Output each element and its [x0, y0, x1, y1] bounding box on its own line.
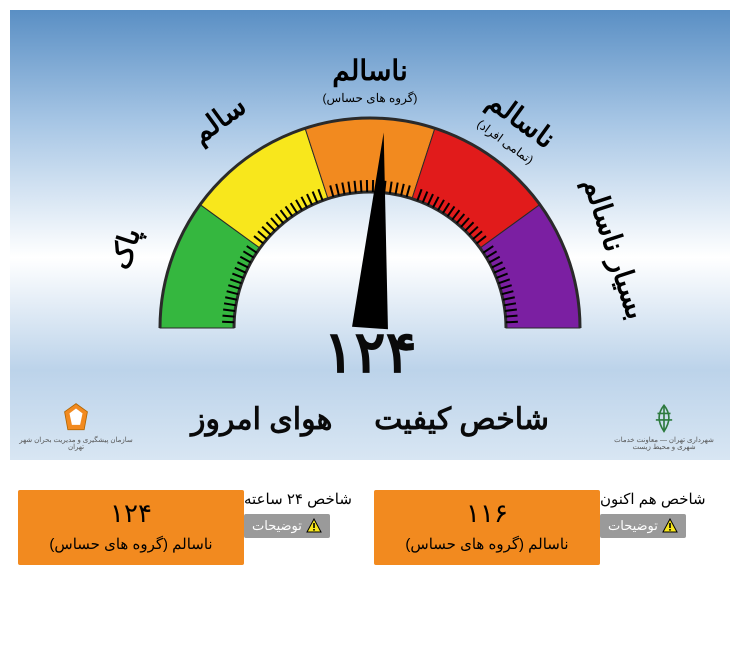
org-logo-left: سازمان پیشگیری و مدیریت بحران شهر تهران [16, 402, 136, 452]
title-left: هوای امروز [191, 403, 332, 436]
segment-label: پاک [104, 224, 147, 273]
bottom-row: شاخص هم اکنون توضیحات ۱۱۶ ناسالم (گروه ه… [10, 490, 730, 565]
org-left-caption: سازمان پیشگیری و مدیریت بحران شهر تهران [16, 437, 136, 452]
now-card: ۱۱۶ ناسالم (گروه های حساس) [374, 490, 600, 565]
aqi-gauge-panel: پاکسالمناسالم(گروه های حساس)ناسالم(تمامی… [10, 10, 730, 460]
aqi-value: ۱۲۴ [323, 318, 416, 386]
segment-label: بسیار ناسالم [576, 174, 653, 324]
day-details-button[interactable]: توضیحات [244, 514, 330, 538]
day-card-body: ۱۲۴ ناسالم (گروه های حساس) [18, 490, 244, 565]
day-status: ناسالم (گروه های حساس) [22, 535, 240, 553]
now-card-body: ۱۱۶ ناسالم (گروه های حساس) [374, 490, 600, 565]
day-card: ۱۲۴ ناسالم (گروه های حساس) [18, 490, 244, 565]
org-right-caption: شهرداری تهران — معاونت خدمات شهری و محیط… [604, 437, 724, 452]
segment-label: ناسالم [332, 55, 407, 88]
segment-label: سالم [186, 90, 253, 151]
gauge-svg-container: پاکسالمناسالم(گروه های حساس)ناسالم(تمامی… [60, 28, 680, 348]
segment-label: ناسالم [481, 85, 561, 156]
now-side: شاخص هم اکنون توضیحات [600, 490, 730, 538]
now-header: شاخص هم اکنون [600, 490, 706, 508]
now-details-button[interactable]: توضیحات [600, 514, 686, 538]
now-details-label: توضیحات [608, 518, 658, 534]
day-value: ۱۲۴ [22, 498, 240, 529]
day-side: شاخص ۲۴ ساعته توضیحات [244, 490, 374, 538]
segment-sublabel: (گروه های حساس) [323, 91, 418, 105]
now-status: ناسالم (گروه های حساس) [378, 535, 596, 553]
title-right: شاخص کیفیت [374, 403, 549, 436]
warning-icon [306, 518, 322, 534]
day-details-label: توضیحات [252, 518, 302, 534]
now-value: ۱۱۶ [378, 498, 596, 529]
segment-sublabel: (تمامی افراد) [474, 117, 536, 167]
day-header: شاخص ۲۴ ساعته [244, 490, 352, 508]
org-logo-right: شهرداری تهران — معاونت خدمات شهری و محیط… [604, 402, 724, 452]
gauge-svg: پاکسالمناسالم(گروه های حساس)ناسالم(تمامی… [60, 28, 680, 348]
warning-icon [662, 518, 678, 534]
